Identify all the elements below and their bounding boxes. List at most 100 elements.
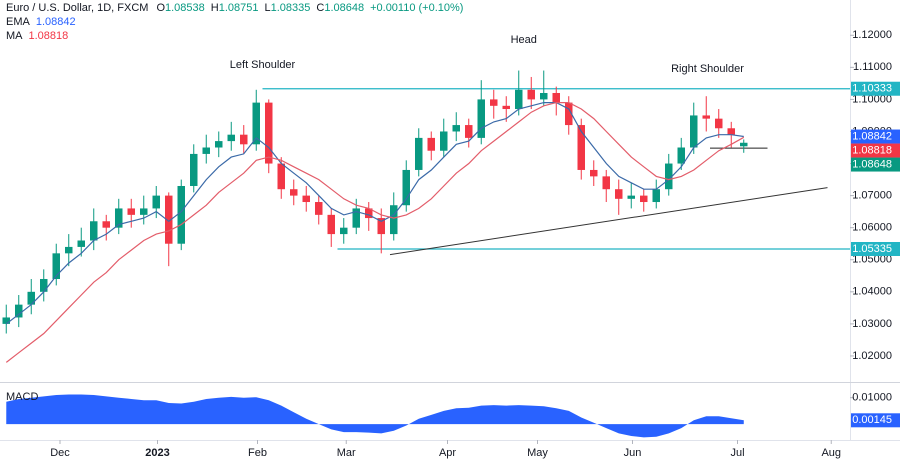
title: Euro / U.S. Dollar, 1D, FXCM bbox=[6, 2, 148, 14]
candle-body bbox=[727, 128, 735, 135]
level-price-tag: 1.10333 bbox=[852, 83, 892, 95]
candle-body bbox=[77, 240, 85, 247]
candle-body bbox=[602, 176, 610, 190]
y-tick-label: 1.07000 bbox=[852, 190, 892, 202]
legend-entry: MA 1.08818 bbox=[6, 30, 68, 42]
y-tick-label: 1.04000 bbox=[852, 286, 892, 298]
candle-body bbox=[290, 189, 298, 196]
macd-value-tag: 0.00145 bbox=[852, 414, 892, 426]
candle-body bbox=[552, 92, 560, 103]
x-tick-label: Aug bbox=[821, 447, 841, 459]
candle-body bbox=[27, 291, 35, 305]
candle-body bbox=[227, 134, 235, 142]
macd-value-tag-bg bbox=[851, 413, 900, 428]
macd-area bbox=[6, 394, 744, 438]
candle-body bbox=[377, 218, 385, 235]
candle-body bbox=[490, 99, 498, 106]
level-price-tag-bg bbox=[851, 242, 900, 257]
ma-price-tag: 1.08818 bbox=[852, 144, 892, 156]
ohlc-prefix: O bbox=[156, 2, 165, 14]
level-price-tag-bg bbox=[851, 81, 900, 96]
y-tick-label: 1.06000 bbox=[852, 222, 892, 234]
x-tick-label: May bbox=[527, 447, 548, 459]
candle-body bbox=[90, 221, 98, 241]
candle-body bbox=[252, 102, 260, 145]
candle-body bbox=[502, 105, 510, 110]
candle-body bbox=[215, 141, 223, 148]
close-price-tag-bg bbox=[851, 157, 900, 172]
candle-body bbox=[677, 147, 685, 164]
x-tick-label: Feb bbox=[248, 447, 267, 459]
candle-body bbox=[390, 205, 398, 235]
x-tick-label: Mar bbox=[337, 447, 356, 459]
indicator-line bbox=[5, 102, 744, 325]
trendline bbox=[389, 187, 828, 256]
candle-body bbox=[127, 208, 135, 215]
y-tick-label: 1.05000 bbox=[852, 254, 892, 266]
candle-body bbox=[527, 89, 535, 100]
candle-body bbox=[140, 208, 148, 215]
candle-body bbox=[627, 195, 635, 199]
candle-body bbox=[190, 153, 198, 186]
candle-body bbox=[540, 92, 548, 100]
candle-body bbox=[265, 102, 273, 164]
candle-body bbox=[2, 317, 10, 324]
pattern-label: Head bbox=[511, 34, 537, 46]
y-tick-label: 1.12000 bbox=[852, 29, 892, 41]
level-price-tag: 1.05335 bbox=[852, 243, 892, 255]
candle-body bbox=[202, 147, 210, 154]
indicator-line bbox=[5, 102, 745, 363]
ema-price-tag: 1.08842 bbox=[852, 130, 892, 142]
candle-body bbox=[327, 214, 335, 235]
ohlc-prefix: C bbox=[316, 2, 324, 14]
x-tick-label: Jun bbox=[624, 447, 642, 459]
candle-body bbox=[165, 195, 173, 244]
ma-price-tag-bg bbox=[851, 143, 900, 158]
x-tick-label: 2023 bbox=[145, 447, 169, 459]
candle-body bbox=[465, 125, 473, 138]
candle-body bbox=[65, 246, 73, 254]
candle-body bbox=[715, 118, 723, 129]
pattern-label: Left Shoulder bbox=[230, 59, 296, 71]
x-tick-label: Jul bbox=[730, 447, 744, 459]
candle-body bbox=[427, 137, 435, 151]
y-tick-label: 1.11000 bbox=[853, 61, 892, 73]
candle-body bbox=[577, 125, 585, 170]
ohlc-value: 1.08751 bbox=[219, 2, 259, 14]
candle-body bbox=[415, 137, 423, 170]
ohlc-value: 1.08648 bbox=[324, 2, 364, 14]
candle-body bbox=[515, 89, 523, 110]
x-tick-label: Apr bbox=[439, 447, 456, 459]
candle-body bbox=[615, 189, 623, 199]
x-tick-label: Dec bbox=[50, 447, 70, 459]
y-tick-label: 1.10000 bbox=[852, 93, 892, 105]
candle-body bbox=[740, 142, 748, 147]
candle-body bbox=[690, 115, 698, 148]
candle-body bbox=[40, 278, 48, 292]
ohlc-value: 1.08538 bbox=[165, 2, 205, 14]
legend-entry: EMA 1.08842 bbox=[6, 16, 76, 28]
macd-label: MACD bbox=[6, 391, 38, 403]
candle-body bbox=[440, 131, 448, 151]
pattern-label: Right Shoulder bbox=[671, 63, 744, 75]
candle-body bbox=[302, 195, 310, 203]
close-price-tag: 1.08648 bbox=[852, 158, 892, 170]
change: +0.00110 (+0.10%) bbox=[370, 2, 463, 14]
candle-body bbox=[115, 208, 123, 228]
legend-name: MA bbox=[6, 30, 23, 42]
candle-body bbox=[315, 202, 323, 215]
candle-body bbox=[565, 102, 573, 126]
candle-body bbox=[640, 195, 648, 203]
candle-body bbox=[352, 208, 360, 228]
y-tick-label: 1.03000 bbox=[852, 318, 892, 330]
ema-price-tag-bg bbox=[851, 129, 900, 144]
candle-body bbox=[590, 169, 598, 177]
candle-body bbox=[702, 115, 710, 119]
header: Euro / U.S. Dollar, 1D, FXCM O1.08538 H1.0… bbox=[6, 2, 463, 14]
legend-value: 1.08818 bbox=[29, 30, 69, 42]
candle-body bbox=[402, 169, 410, 206]
ohlc-value: 1.08335 bbox=[271, 2, 311, 14]
candle-body bbox=[15, 304, 23, 318]
